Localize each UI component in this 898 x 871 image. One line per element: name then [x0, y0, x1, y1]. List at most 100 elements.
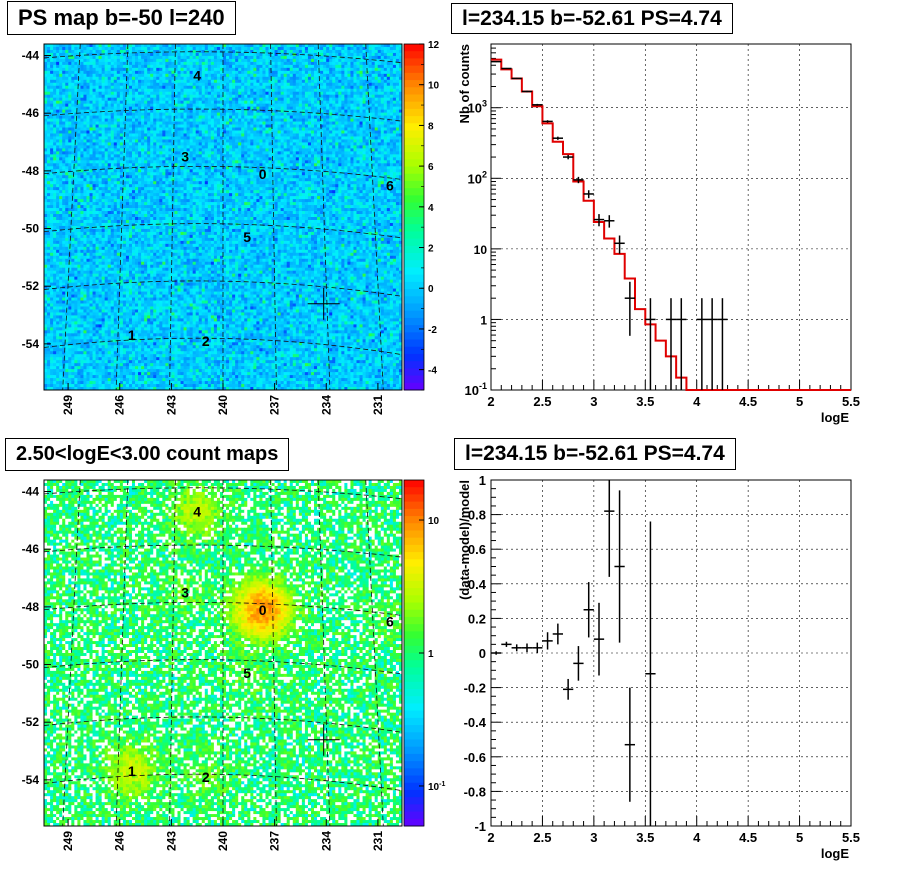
count_map-xtick-label: 231 [371, 831, 385, 851]
spectrum-data-point [717, 298, 727, 390]
ps_map-colorbar-label: -4 [428, 366, 437, 377]
spectrum-xtick-label: 3.5 [636, 394, 654, 409]
count_map-ytick-label: -44 [22, 485, 40, 499]
count_map-xtick-label: 237 [268, 831, 282, 851]
count_map-source-5: 5 [243, 665, 251, 681]
spectrum-data-point [666, 298, 676, 390]
ps_map-colorbar-label: 0 [428, 284, 434, 295]
spectrum-data-point [491, 61, 501, 62]
spectrum-ytick-label: 10-1 [465, 381, 487, 398]
residuals-point [563, 679, 573, 700]
spectrum-ytick-label: 10 [474, 243, 488, 257]
spectrum-data-point [676, 298, 686, 390]
residuals-xtick-label: 3 [590, 830, 597, 845]
spectrum-data-point [645, 298, 655, 390]
count_map-ytick-label: -54 [22, 773, 40, 787]
residuals-ytick-label: -0.8 [464, 784, 486, 799]
spectrum-data-point [614, 236, 624, 254]
ps_map-colorbar-label: 8 [428, 121, 434, 132]
count_map-source-2: 2 [202, 769, 210, 785]
residuals-ytick-label: -0.4 [464, 715, 487, 730]
ps_map-source-0: 0 [259, 166, 267, 182]
count_map-source-4: 4 [193, 504, 201, 520]
residuals-ylabel: (data-model)/model [457, 480, 472, 600]
residuals-xlabel: logE [821, 846, 849, 861]
count_map-colorbar-label: 10-1 [428, 781, 445, 793]
ps_map-xtick-label: 237 [268, 395, 282, 415]
ps_map-xtick-label: 243 [164, 395, 178, 415]
residuals-xtick-label: 2.5 [533, 830, 551, 845]
residuals-point [584, 582, 594, 637]
residuals-point [512, 644, 522, 651]
ps_map-xtick-label: 249 [61, 395, 75, 415]
spectrum-data-point [563, 155, 573, 159]
ps_map-colorbar-label: 4 [428, 203, 434, 214]
ps_map-source-4: 4 [193, 68, 201, 84]
residuals-xtick-label: 5 [796, 830, 803, 845]
residuals-ytick-label: 0 [479, 646, 486, 661]
residuals-point [501, 642, 511, 647]
count_map-source-1: 1 [128, 763, 136, 779]
ps_map-colorbar-label: 6 [428, 162, 434, 173]
residuals-xtick-label: 2 [487, 830, 494, 845]
spectrum-data-point [542, 120, 552, 122]
ps_map-colorbar-label: -2 [428, 325, 437, 336]
ps_map-xtick-label: 240 [216, 395, 230, 415]
count_map-colorbar-label: 1 [428, 649, 434, 660]
ps_map-colorbar-label: 12 [428, 40, 440, 51]
spectrum-data-point [512, 78, 522, 79]
spectrum-data-point [604, 215, 614, 227]
count_map-colorbar-label: 10 [428, 516, 440, 527]
residuals-point [532, 643, 542, 653]
count_map-source-0: 0 [259, 602, 267, 618]
residuals-ytick-label: -1 [474, 819, 486, 834]
residuals-grid [491, 480, 851, 826]
residuals-point [625, 688, 635, 802]
spectrum-xtick-label: 2 [487, 394, 494, 409]
ps_map-source-1: 1 [128, 327, 136, 343]
spectrum-xtick-label: 4.5 [739, 394, 757, 409]
ps_map-colorbar-label: 10 [428, 81, 440, 92]
count_map-ytick-label: -50 [22, 658, 40, 672]
ps_map-colorbar-label: 2 [428, 244, 434, 255]
residuals-point [553, 624, 563, 645]
ps_map-source-3: 3 [181, 148, 189, 164]
count_map-source-3: 3 [181, 584, 189, 600]
spectrum-ytick-label: 1 [480, 313, 487, 327]
ps_map-ytick-label: -50 [22, 222, 40, 236]
spectrum-xtick-label: 2.5 [533, 394, 551, 409]
residuals-ytick-label: -0.2 [464, 681, 486, 696]
residuals-point [594, 603, 604, 676]
residuals-xtick-label: 3.5 [636, 830, 654, 845]
count_map-xtick-label: 249 [61, 831, 75, 851]
spectrum-data-point [707, 298, 717, 390]
spectrum-data-point [594, 214, 604, 226]
residuals-point [522, 643, 532, 652]
ps_map-source-6: 6 [386, 177, 394, 193]
ps_map-source-5: 5 [243, 229, 251, 245]
residuals-ytick-label: -0.6 [464, 750, 486, 765]
residuals-point [491, 651, 501, 654]
spectrum-xtick-label: 3 [590, 394, 597, 409]
residuals-xtick-label: 4.5 [739, 830, 757, 845]
spectrum-xlabel: logE [821, 410, 849, 425]
count_map-colorbar: 10 1 10-1 [404, 480, 445, 827]
residuals-xtick-label: 5.5 [842, 830, 860, 845]
ps_map-ytick-label: -54 [22, 337, 40, 351]
count_map-xtick-label: 240 [216, 831, 230, 851]
spectrum-data-point [584, 190, 594, 198]
count_map-source-6: 6 [386, 613, 394, 629]
count_map-xtick-label: 246 [113, 831, 127, 851]
ps_map-source-2: 2 [202, 333, 210, 349]
count_map-xtick-label: 234 [319, 831, 333, 851]
spectrum-data-point [553, 137, 563, 140]
spectrum-data-point [501, 68, 511, 69]
ps_map-xtick-label: 246 [113, 395, 127, 415]
residuals-point [573, 646, 583, 681]
spectrum-panel [491, 44, 851, 390]
count_map-ytick-label: -46 [22, 542, 40, 556]
ps_map-xtick-label: 234 [319, 395, 333, 415]
spectrum-data-point [522, 91, 532, 92]
